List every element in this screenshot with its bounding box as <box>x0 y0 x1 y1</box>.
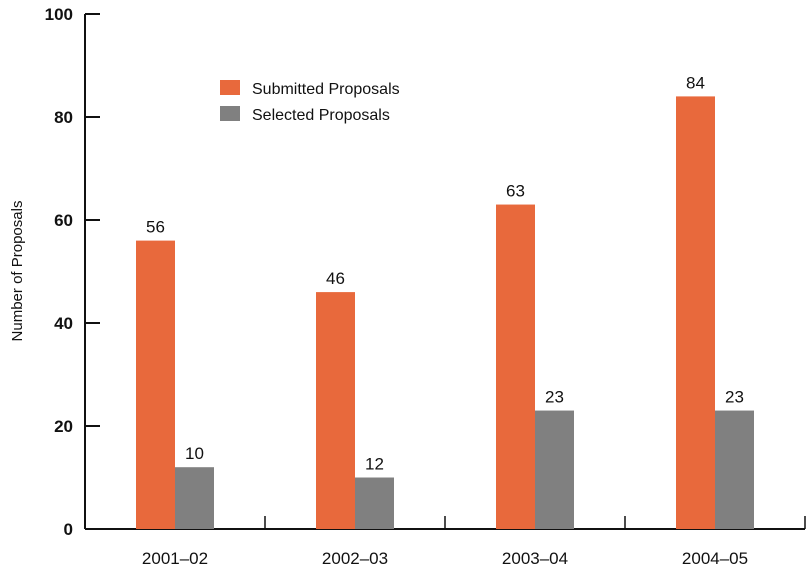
legend-label-submitted: Submitted Proposals <box>252 81 400 98</box>
bar-selected-0 <box>175 467 214 529</box>
y-tick-label-0: 0 <box>64 520 73 539</box>
data-label-selected-3: 23 <box>725 388 744 407</box>
data-labels: 56 10 46 12 63 23 84 23 <box>146 73 744 473</box>
bar-submitted-0 <box>136 240 175 529</box>
legend-swatch-submitted <box>220 80 240 95</box>
y-tick-label-100: 100 <box>45 5 73 24</box>
bar-submitted-1 <box>316 292 355 529</box>
data-label-submitted-2: 63 <box>506 182 525 201</box>
data-label-submitted-1: 46 <box>326 269 345 288</box>
x-ticks <box>264 516 806 529</box>
y-tick-label-20: 20 <box>54 417 73 436</box>
bar-submitted-3 <box>676 96 715 530</box>
category-labels: 2001–02 2002–03 2003–04 2004–05 <box>142 549 748 568</box>
x-tick-label-0: 2001–02 <box>142 549 208 568</box>
bar-submitted-2 <box>496 204 535 530</box>
data-label-submitted-0: 56 <box>146 218 165 237</box>
legend: Submitted Proposals Selected Proposals <box>220 80 400 124</box>
data-label-selected-1: 12 <box>365 455 384 474</box>
data-label-selected-0: 10 <box>185 444 204 463</box>
legend-label-selected: Selected Proposals <box>252 107 390 124</box>
legend-swatch-selected <box>220 106 240 121</box>
bar-selected-1 <box>355 477 394 529</box>
y-tick-label-40: 40 <box>54 314 73 333</box>
data-label-selected-2: 23 <box>545 388 564 407</box>
x-tick-label-3: 2004–05 <box>682 549 748 568</box>
y-tick-label-60: 60 <box>54 211 73 230</box>
bar-selected-2 <box>535 410 574 529</box>
x-tick-label-1: 2002–03 <box>322 549 388 568</box>
y-tick-label-80: 80 <box>54 108 73 127</box>
y-ticks: 0 20 40 60 80 100 <box>45 5 100 539</box>
bars <box>136 96 754 530</box>
y-axis-title: Number of Proposals <box>9 201 26 342</box>
data-label-submitted-3: 84 <box>686 73 705 92</box>
x-tick-label-2: 2003–04 <box>502 549 568 568</box>
bar-selected-3 <box>715 410 754 529</box>
